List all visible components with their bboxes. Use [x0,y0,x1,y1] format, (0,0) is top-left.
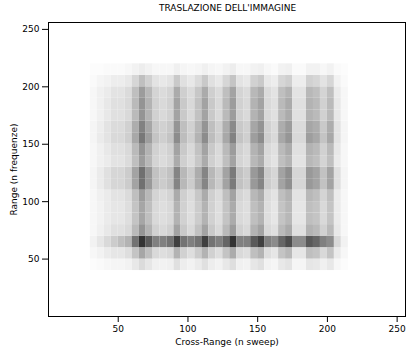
svg-text:250: 250 [389,324,406,334]
svg-text:200: 200 [319,324,336,334]
svg-text:150: 150 [249,324,266,334]
svg-text:100: 100 [22,197,39,207]
svg-text:50: 50 [113,324,125,334]
svg-text:50: 50 [28,254,40,264]
svg-text:Range (n frequenze): Range (n frequenze) [9,123,19,215]
svg-text:200: 200 [22,82,39,92]
svg-text:Cross-Range (n sweep): Cross-Range (n sweep) [175,337,279,347]
svg-text:100: 100 [179,324,196,334]
svg-text:150: 150 [22,139,39,149]
svg-text:250: 250 [22,24,39,34]
html-text:TRASLAZIONE DELL'IMMAGINE: TRASLAZIONE DELL'IMMAGINE [158,3,297,13]
